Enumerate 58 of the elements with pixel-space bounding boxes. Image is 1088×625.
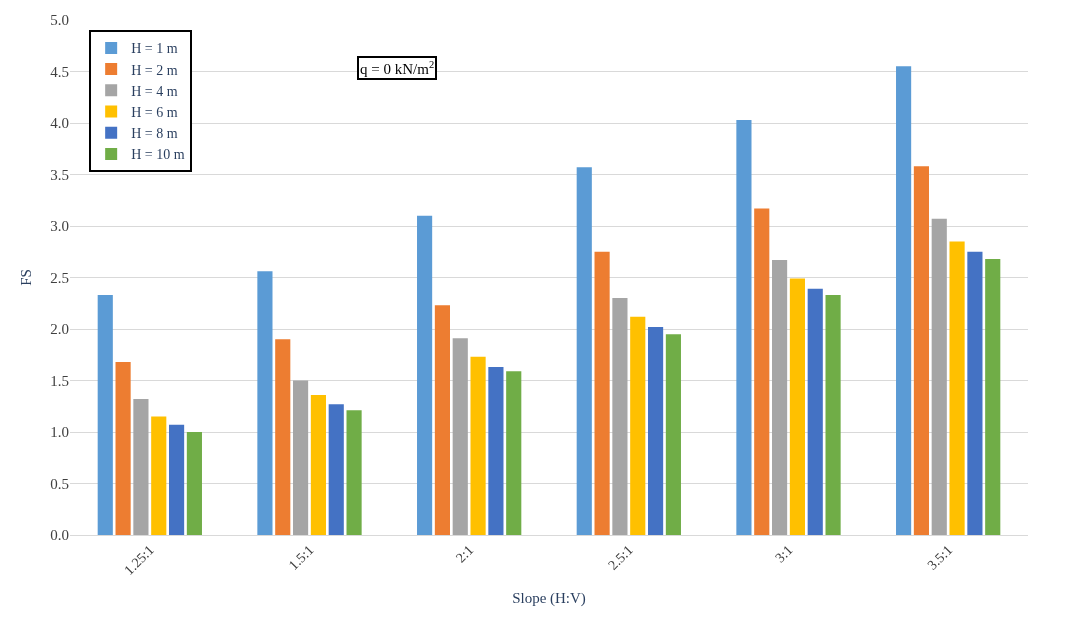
bar [772,259,788,535]
bar [275,339,291,535]
y-tick-label: 2.0 [50,321,69,338]
y-tick-label: 3.5 [50,166,69,183]
y-tick-label: 1.0 [50,424,69,441]
bar [328,404,344,535]
y-tick-label: 0.0 [50,527,69,544]
bar [452,338,468,535]
bar [648,326,664,535]
bar [417,215,433,535]
legend-label: H = 4 m [131,83,178,99]
y-tick-label: 3.0 [50,218,69,235]
y-tick-label: 1.5 [50,372,69,389]
bar [310,394,326,535]
legend-label: H = 1 m [131,41,178,57]
bar [985,258,1001,535]
bar [612,298,628,535]
y-axis-title: FS [17,269,34,286]
bar [115,361,131,535]
bar [736,119,752,535]
bar [488,367,504,535]
bar [665,334,681,535]
bar [169,424,185,535]
bar [293,380,309,535]
bar [346,410,362,535]
legend-label: H = 2 m [131,62,178,78]
annotation: q = 0 kN/m$^{2}$ [360,59,435,78]
bar [257,271,273,535]
bar [967,251,983,535]
legend-label: H = 8 m [131,126,178,142]
legend-label: H = 6 m [131,104,178,120]
x-axis-title: Slope (H:V) [512,589,586,607]
bar [630,316,646,535]
bar [913,166,929,535]
bar [506,371,522,535]
bar [931,218,947,535]
legend-label: H = 10 m [131,147,185,163]
y-tick-label: 5.0 [50,12,69,29]
bar [807,288,823,535]
bar [133,399,149,535]
bar [434,305,450,535]
y-tick-label: 2.5 [50,269,69,286]
bar [470,356,486,535]
bar [151,416,167,535]
y-tick-label: 4.0 [50,115,69,132]
bar [949,241,965,535]
bar [576,167,592,535]
bar [896,66,912,535]
bar [789,278,805,535]
x-tick-label: 2:1 [452,542,477,566]
bar [594,251,610,535]
bar [97,295,113,535]
bar [754,208,770,535]
bar [825,295,841,535]
x-tick-label: 3:1 [772,542,796,566]
y-tick-label: 0.5 [50,475,69,492]
y-tick-label: 4.5 [50,63,69,80]
bar [186,432,202,535]
